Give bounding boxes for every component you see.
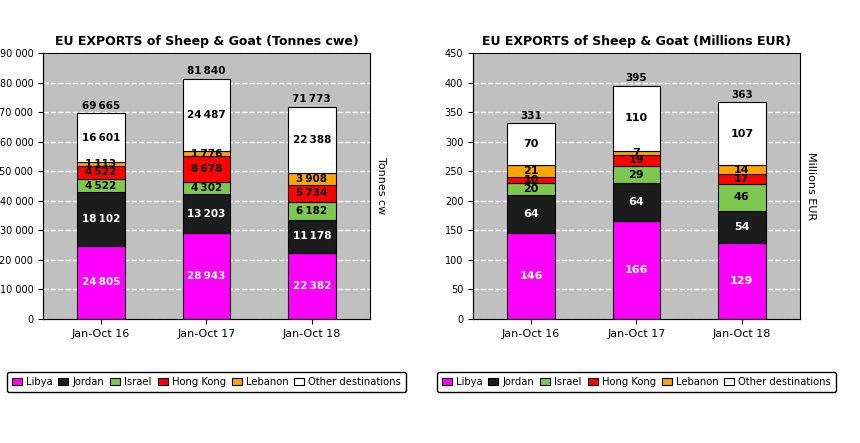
Text: 19: 19 [629, 155, 644, 165]
Text: 5 734: 5 734 [296, 188, 328, 198]
Text: 16 601: 16 601 [82, 133, 120, 143]
Title: EU EXPORTS of Sheep & Goat (Tonnes cwe): EU EXPORTS of Sheep & Goat (Tonnes cwe) [54, 35, 359, 48]
Bar [612, 85, 660, 151]
Title: EU EXPORTS of Sheep & Goat (Millions EUR): EU EXPORTS of Sheep & Goat (Millions EUR… [482, 35, 791, 48]
Bar [507, 183, 555, 195]
Text: 4 522: 4 522 [85, 167, 117, 177]
Text: 110: 110 [625, 113, 648, 123]
Bar [718, 184, 765, 211]
Text: 81 840: 81 840 [187, 66, 225, 76]
Text: 146: 146 [519, 271, 543, 281]
Text: 166: 166 [624, 265, 648, 275]
Bar [718, 165, 765, 174]
Text: 20: 20 [523, 184, 538, 194]
Text: 3 908: 3 908 [297, 174, 328, 184]
Bar [288, 202, 335, 220]
Text: 69 665: 69 665 [82, 101, 120, 111]
Text: 54: 54 [734, 222, 750, 232]
Bar [507, 124, 555, 165]
Text: 18 102: 18 102 [82, 214, 120, 224]
Bar [288, 107, 335, 173]
Text: 64: 64 [523, 209, 539, 219]
Bar [77, 113, 125, 162]
Text: 24 487: 24 487 [187, 110, 226, 120]
Bar [77, 179, 125, 192]
Text: 17: 17 [734, 174, 750, 184]
Text: 10: 10 [523, 175, 538, 185]
Bar [507, 195, 555, 233]
Bar [77, 246, 125, 319]
Text: 11 178: 11 178 [292, 231, 331, 241]
Text: 331: 331 [520, 111, 542, 121]
Y-axis label: Millions EUR: Millions EUR [807, 152, 816, 220]
Bar [288, 253, 335, 319]
Text: 395: 395 [625, 73, 648, 83]
Bar [612, 221, 660, 319]
Text: 21: 21 [523, 166, 538, 176]
Text: 363: 363 [731, 89, 752, 100]
Bar [612, 155, 660, 166]
Bar [182, 151, 230, 156]
Bar [182, 233, 230, 319]
Bar [182, 156, 230, 182]
Bar [77, 192, 125, 246]
Text: 14: 14 [734, 164, 750, 175]
Text: 29: 29 [629, 170, 644, 179]
Text: 64: 64 [629, 197, 644, 207]
Text: 22 388: 22 388 [292, 135, 331, 145]
Bar [288, 173, 335, 185]
Bar [718, 102, 765, 165]
Bar [718, 211, 765, 243]
Text: 1 113: 1 113 [85, 159, 117, 169]
Bar [182, 194, 230, 233]
Bar [612, 183, 660, 221]
Bar [718, 174, 765, 184]
Text: 4 302: 4 302 [191, 183, 222, 193]
Text: 1 776: 1 776 [191, 148, 222, 159]
Text: 13 203: 13 203 [187, 209, 225, 219]
Text: 28 943: 28 943 [187, 271, 225, 281]
Text: 46: 46 [734, 192, 750, 202]
Text: 129: 129 [730, 276, 753, 286]
Bar [507, 177, 555, 183]
Text: 70: 70 [523, 139, 538, 149]
Text: 7: 7 [632, 148, 641, 158]
Text: 8 678: 8 678 [191, 164, 222, 174]
Bar [288, 220, 335, 253]
Legend: Libya, Jordan, Israel, Hong Kong, Lebanon, Other destinations: Libya, Jordan, Israel, Hong Kong, Lebano… [437, 372, 836, 392]
Legend: Libya, Jordan, Israel, Hong Kong, Lebanon, Other destinations: Libya, Jordan, Israel, Hong Kong, Lebano… [7, 372, 406, 392]
Bar [612, 151, 660, 155]
Bar [507, 165, 555, 177]
Text: 71 773: 71 773 [292, 94, 331, 105]
Text: 24 805: 24 805 [82, 277, 120, 288]
Bar [507, 233, 555, 319]
Y-axis label: Tonnes cw: Tonnes cw [377, 157, 386, 215]
Bar [718, 243, 765, 319]
Bar [182, 78, 230, 151]
Bar [77, 162, 125, 166]
Bar [288, 185, 335, 202]
Text: 107: 107 [730, 129, 753, 139]
Bar [612, 166, 660, 183]
Text: 6 182: 6 182 [296, 206, 328, 216]
Bar [77, 166, 125, 179]
Bar [182, 182, 230, 194]
Text: 22 382: 22 382 [292, 281, 331, 291]
Text: 4 522: 4 522 [85, 181, 117, 190]
